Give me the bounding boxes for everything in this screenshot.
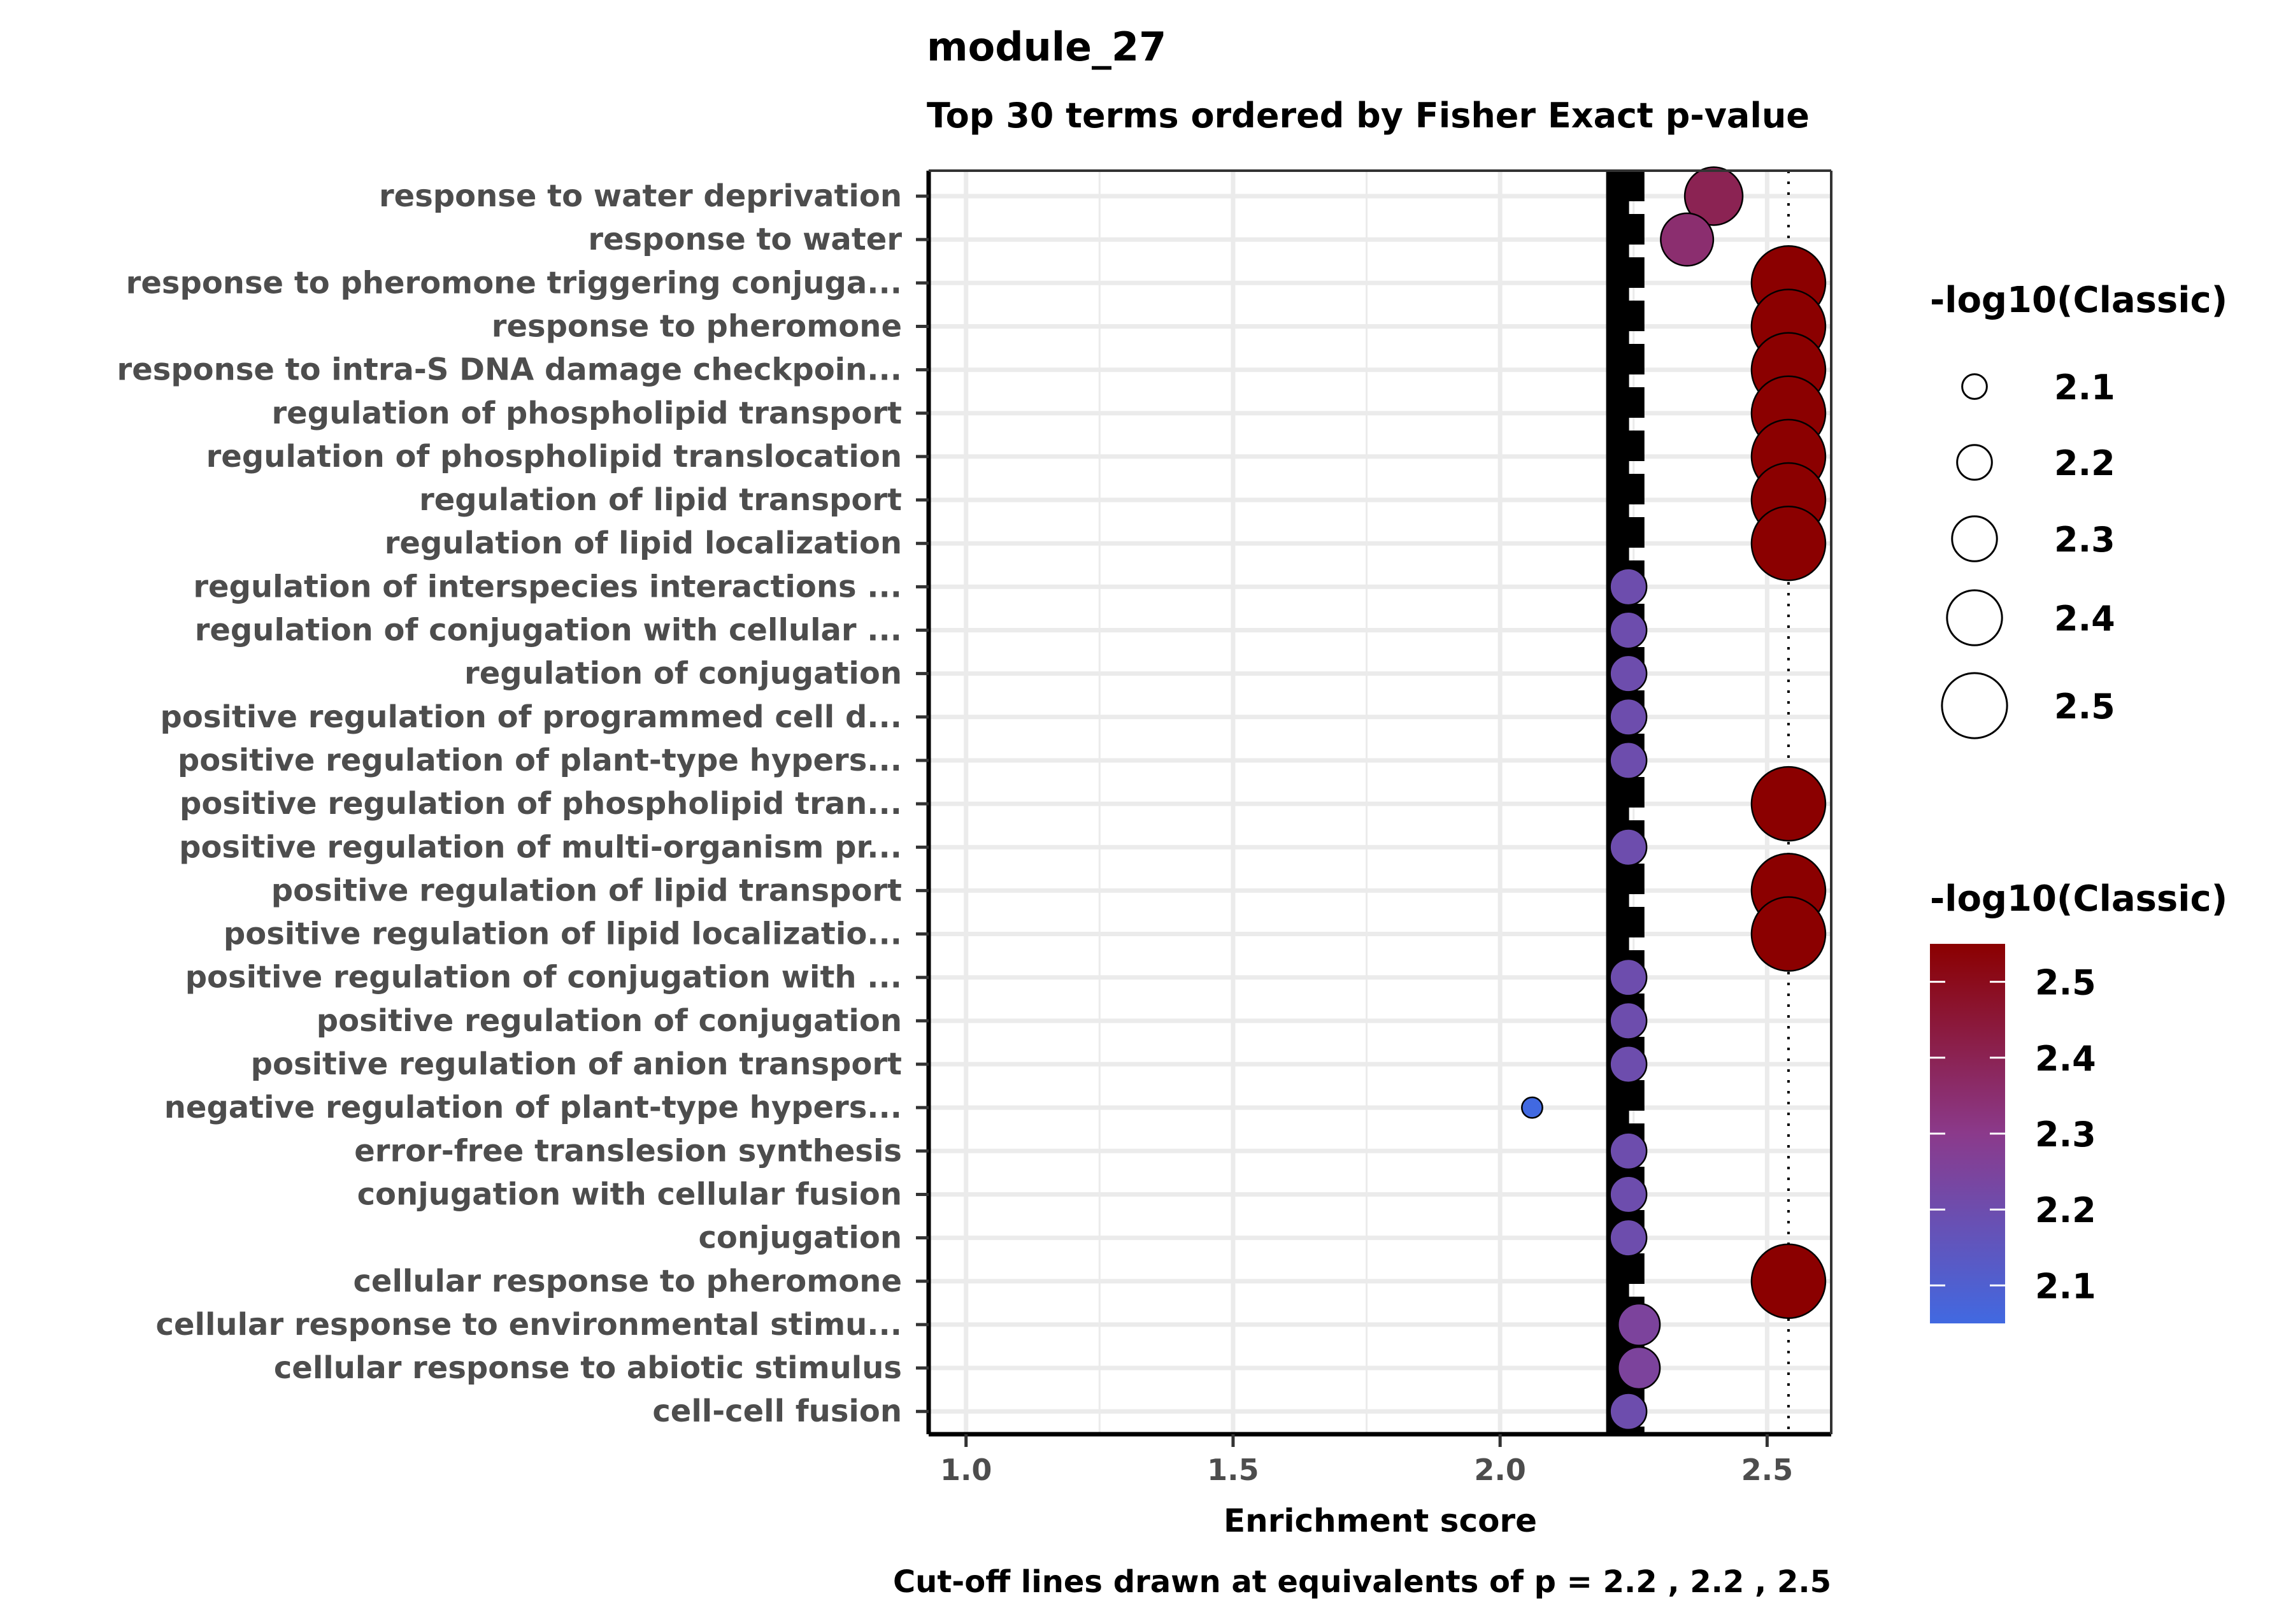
data-point [1609,828,1648,867]
y-tick-label: response to water [588,222,902,257]
colorbar-label: 2.3 [2035,1115,2096,1155]
data-point [1609,1045,1648,1083]
data-point [1609,958,1648,997]
size-legend-label: 2.4 [2054,599,2115,639]
plot-area: response to water deprivation response to… [117,166,1832,1487]
x-axis-label: Enrichment score [1224,1502,1537,1539]
y-tick-label: cellular response to pheromone [353,1264,902,1299]
data-point [1609,567,1648,606]
y-tick-label: positive regulation of conjugation with … [185,960,902,995]
y-tick-label: response to intra-S DNA damage checkpoin… [117,352,902,388]
y-tick-label: regulation of phospholipid transport [271,395,902,431]
chart-title: module_27 [927,24,1166,70]
data-point [1609,1175,1648,1214]
y-tick-label: regulation of phospholipid translocation [206,439,902,474]
colorbar-label: 2.4 [2035,1039,2096,1079]
data-point [1609,741,1648,780]
color-legend: -log10(Classic) 2.1 2.2 2.3 2.4 2.5 [1930,878,2227,1323]
data-point [1521,1096,1543,1119]
data-point [1660,212,1715,267]
y-tick-label: positive regulation of multi-organism pr… [179,829,902,865]
y-tick-label: regulation of lipid localization [385,525,902,561]
x-tick-label: 2.5 [1741,1453,1794,1487]
data-point [1609,1218,1648,1257]
y-tick-label: response to water deprivation [379,178,902,214]
y-tick-label: regulation of conjugation [464,656,902,692]
colorbar-label: 2.1 [2035,1266,2096,1306]
data-point [1750,896,1827,972]
size-legend-label: 2.2 [2054,443,2115,483]
chart-subtitle: Top 30 terms ordered by Fisher Exact p-v… [927,96,1810,136]
data-point [1609,1001,1648,1040]
x-tick-label: 1.0 [940,1453,992,1487]
data-point [1750,1243,1827,1319]
data-point [1609,1392,1648,1431]
y-tick-label: conjugation [698,1220,902,1256]
size-legend-key [1946,589,2003,646]
size-legend-label: 2.3 [2054,520,2115,560]
y-tick-label: error-free translesion synthesis [354,1133,902,1169]
y-tick-label: positive regulation of conjugation [317,1003,902,1039]
size-legend-label: 2.5 [2054,687,2115,727]
y-tick-label: response to pheromone triggering conjuga… [126,265,902,301]
chart-caption: Cut-off lines drawn at equivalents of p … [893,1564,1831,1600]
y-tick-label: positive regulation of anion transport [251,1046,902,1082]
size-legend: -log10(Classic) 2.1 2.2 2.3 2.4 2.5 [1930,280,2227,739]
y-tick-label: regulation of lipid transport [419,482,902,518]
y-tick-label: positive regulation of lipid localizatio… [224,916,902,952]
y-tick-label: cell-cell fusion [652,1393,902,1429]
y-tick-label: regulation of conjugation with cellular … [195,613,902,648]
size-legend-key [1961,373,1988,400]
y-tick-label: response to pheromone [492,308,902,344]
size-legend-key [1956,444,1993,481]
colorbar-label: 2.5 [2035,963,2096,1003]
size-legend-key [1951,515,1998,562]
data-point [1609,697,1648,736]
size-legend-label: 2.1 [2054,367,2115,408]
y-tick-label: negative regulation of plant-type hypers… [164,1090,902,1125]
data-point [1609,1132,1648,1171]
y-tick-label: cellular response to environmental stimu… [156,1307,902,1343]
data-point [1609,654,1648,693]
y-tick-label: regulation of interspecies interactions … [193,569,902,604]
y-tick-label: positive regulation of phospholipid tran… [180,786,902,822]
y-tick-label: positive regulation of lipid transport [271,873,902,908]
y-tick-label: positive regulation of programmed cell d… [160,699,902,735]
size-legend-key [1941,672,2008,739]
x-tick-label: 2.0 [1474,1453,1526,1487]
data-point [1617,1346,1661,1390]
y-tick-label: conjugation with cellular fusion [357,1176,902,1212]
data-point [1750,505,1827,581]
data-point [1750,766,1827,842]
y-tick-label: cellular response to abiotic stimulus [274,1350,902,1386]
data-point [1683,166,1744,226]
data-point [1617,1302,1661,1347]
color-legend-title: -log10(Classic) [1930,878,2227,920]
colorbar-label: 2.2 [2035,1190,2096,1230]
size-legend-title: -log10(Classic) [1930,280,2227,321]
x-tick-label: 1.5 [1207,1453,1259,1487]
data-point [1609,611,1648,650]
y-tick-label: positive regulation of plant-type hypers… [178,743,902,778]
